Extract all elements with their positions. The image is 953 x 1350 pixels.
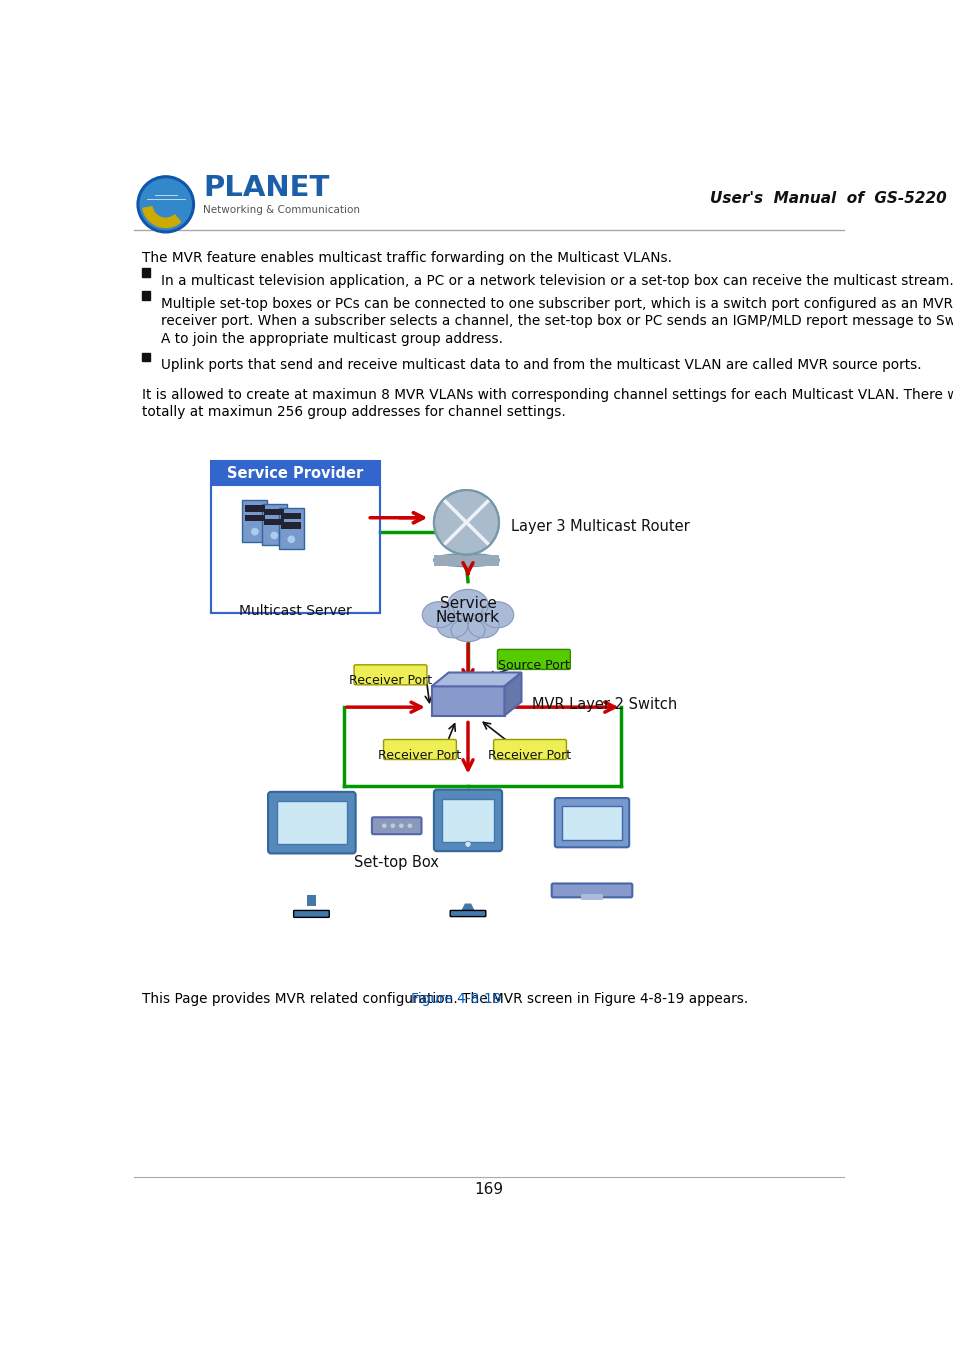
FancyBboxPatch shape [551, 883, 632, 898]
FancyBboxPatch shape [354, 664, 427, 684]
Bar [434, 555, 498, 566]
Text: totally at maximun 256 group addresses for channel settings.: totally at maximun 256 group addresses f… [142, 405, 566, 420]
Bar [281, 522, 301, 528]
Text: MVR Layer 2 Switch: MVR Layer 2 Switch [531, 698, 676, 713]
Ellipse shape [480, 602, 513, 628]
Bar [561, 806, 621, 840]
FancyBboxPatch shape [497, 649, 570, 670]
Text: User's  Manual  of  GS-5220  Series: User's Manual of GS-5220 Series [709, 190, 953, 205]
FancyBboxPatch shape [268, 792, 355, 853]
FancyBboxPatch shape [211, 460, 379, 486]
Bar [142, 352, 150, 362]
Circle shape [407, 824, 412, 828]
Circle shape [140, 180, 192, 230]
Text: receiver port. When a subscriber selects a channel, the set-top box or PC sends : receiver port. When a subscriber selects… [161, 315, 953, 328]
Text: Service Provider: Service Provider [227, 466, 363, 481]
FancyBboxPatch shape [493, 740, 566, 760]
Circle shape [251, 528, 258, 536]
Text: The MVR feature enables multicast traffic forwarding on the Multicast VLANs.: The MVR feature enables multicast traffi… [142, 251, 672, 265]
Text: A to join the appropriate multicast group address.: A to join the appropriate multicast grou… [161, 332, 502, 346]
Bar [264, 518, 284, 525]
FancyBboxPatch shape [372, 817, 421, 834]
FancyBboxPatch shape [278, 508, 303, 549]
Bar [211, 460, 379, 613]
Text: Receiver Port: Receiver Port [488, 749, 571, 761]
Bar [307, 895, 315, 906]
Circle shape [137, 176, 194, 232]
Circle shape [270, 532, 278, 539]
Bar [245, 505, 265, 512]
Text: Networking & Communication: Networking & Communication [203, 205, 359, 215]
Polygon shape [458, 903, 476, 915]
Text: Layer 3 Multicast Router: Layer 3 Multicast Router [511, 518, 689, 533]
Text: Service: Service [439, 597, 496, 612]
Bar [142, 269, 150, 277]
FancyBboxPatch shape [434, 790, 501, 850]
Polygon shape [431, 672, 521, 686]
Ellipse shape [434, 554, 498, 566]
FancyBboxPatch shape [383, 740, 456, 760]
Bar [211, 486, 379, 613]
Text: Multicast Server: Multicast Server [238, 603, 352, 618]
Text: Multiple set-top boxes or PCs can be connected to one subscriber port, which is : Multiple set-top boxes or PCs can be con… [161, 297, 952, 310]
FancyBboxPatch shape [294, 910, 329, 918]
Ellipse shape [436, 613, 468, 637]
Bar [264, 509, 284, 516]
Ellipse shape [468, 613, 498, 637]
Circle shape [390, 824, 395, 828]
Bar [276, 801, 347, 844]
Bar [245, 514, 265, 521]
Circle shape [287, 536, 294, 543]
Bar [580, 894, 602, 900]
Text: Network: Network [436, 610, 499, 625]
Circle shape [381, 824, 386, 828]
Circle shape [398, 824, 403, 828]
Bar [431, 686, 505, 716]
FancyBboxPatch shape [450, 910, 485, 917]
Ellipse shape [422, 602, 455, 628]
Text: 169: 169 [474, 1183, 503, 1197]
Text: Receiver Port: Receiver Port [349, 674, 432, 687]
FancyBboxPatch shape [555, 798, 629, 848]
Text: Set-top Box: Set-top Box [354, 855, 438, 869]
Ellipse shape [451, 618, 484, 641]
Text: In a multicast television application, a PC or a network television or a set-top: In a multicast television application, a… [161, 274, 953, 288]
Bar [281, 513, 301, 520]
Text: Uplink ports that send and receive multicast data to and from the multicast VLAN: Uplink ports that send and receive multi… [161, 358, 921, 373]
FancyBboxPatch shape [261, 504, 286, 545]
Ellipse shape [447, 590, 488, 620]
FancyBboxPatch shape [242, 500, 267, 541]
Text: This Page provides MVR related configuration. The MVR screen in Figure 4-8-19 ap: This Page provides MVR related configura… [142, 992, 748, 1006]
Ellipse shape [434, 490, 498, 555]
Text: PLANET: PLANET [203, 174, 329, 202]
Bar [442, 799, 493, 842]
Text: It is allowed to create at maximun 8 MVR VLANs with corresponding channel settin: It is allowed to create at maximun 8 MVR… [142, 387, 953, 401]
Bar [142, 292, 150, 300]
Text: Figure 4-8-19: Figure 4-8-19 [411, 992, 501, 1006]
Polygon shape [504, 672, 521, 716]
Text: Receiver Port: Receiver Port [378, 749, 461, 761]
Wedge shape [143, 207, 180, 227]
Text: Source Port: Source Port [497, 659, 569, 672]
Circle shape [464, 841, 471, 848]
